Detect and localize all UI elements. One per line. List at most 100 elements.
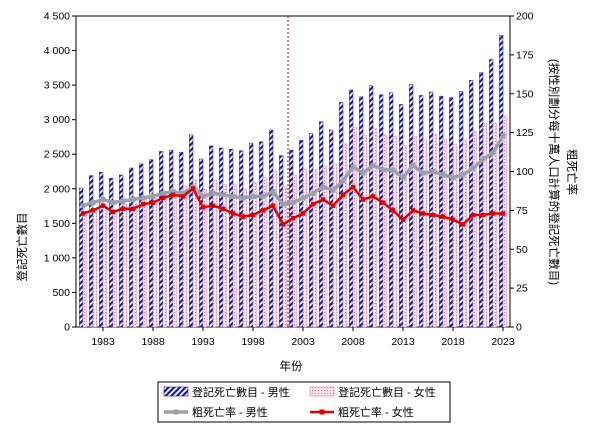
- right-tick-label: 125: [516, 127, 534, 139]
- point-rate-female-1999: [260, 208, 266, 213]
- point-rate-male-1986: [130, 196, 136, 202]
- point-rate-male-2008: [350, 164, 356, 170]
- point-rate-male-2007: [340, 178, 346, 184]
- bar-male-1985: [119, 174, 124, 328]
- point-rate-male-1985: [120, 198, 126, 204]
- point-rate-male-1991: [180, 190, 186, 196]
- point-rate-male-2018: [450, 175, 456, 181]
- point-rate-male-1996: [230, 193, 236, 199]
- point-rate-male-2014: [410, 162, 416, 168]
- point-rate-male-1988: [150, 193, 156, 199]
- bar-female-1993: [202, 189, 207, 328]
- bar-male-1988: [149, 159, 154, 328]
- point-rate-female-2013: [400, 217, 406, 222]
- point-rate-male-2000: [270, 189, 276, 195]
- point-rate-male-1993: [200, 193, 206, 199]
- point-rate-female-1996: [230, 211, 236, 216]
- bar-female-2004: [312, 169, 317, 328]
- bar-female-1982: [92, 209, 97, 328]
- bar-female-1992: [192, 178, 197, 328]
- bar-female-1994: [212, 180, 217, 328]
- point-rate-male-2021: [480, 156, 486, 162]
- bar-male-2018: [449, 97, 454, 328]
- bar-male-2016: [429, 91, 434, 328]
- point-rate-female-2007: [340, 192, 346, 198]
- y-axis-right-title: 粗死亡率 (按性別劃分每十萬人口計算的登記死亡數目): [547, 59, 579, 285]
- point-rate-male-2013: [400, 175, 406, 181]
- bar-male-1990: [169, 149, 174, 328]
- point-rate-male-2005: [320, 184, 326, 190]
- point-rate-female-1997: [240, 214, 246, 219]
- x-tick-label: 2023: [491, 336, 515, 348]
- point-rate-male-1994: [210, 190, 216, 196]
- legend-label-female-bar: 登記死亡數目 - 女性: [338, 385, 436, 399]
- bar-female-2012: [392, 136, 397, 328]
- point-rate-male-2010: [370, 162, 376, 168]
- right-tick-label: 200: [516, 11, 534, 23]
- point-rate-female-1988: [150, 200, 156, 205]
- left-tick-label: 3 000: [44, 114, 70, 126]
- bar-male-1987: [139, 163, 144, 328]
- point-rate-female-1985: [120, 206, 126, 212]
- bar-male-1981: [79, 187, 84, 328]
- point-rate-female-1983: [100, 203, 106, 208]
- x-axis: 1983 1988 1993 1998 2003 2008 2013 2018 2023: [91, 327, 515, 348]
- bar-female-1983: [102, 205, 107, 328]
- bar-female-1991: [182, 185, 187, 328]
- bar-male-2022: [489, 59, 494, 328]
- legend-label-male-bar: 登記死亡數目 - 男性: [192, 385, 290, 399]
- bar-female-2007: [342, 143, 347, 328]
- point-rate-female-1995: [220, 206, 226, 212]
- bar-male-1989: [159, 151, 164, 328]
- y-axis-right-title-line1: 粗死亡率: [565, 149, 579, 195]
- point-rate-female-2004: [310, 201, 316, 207]
- legend-label-male-line: 粗死亡率 - 男性: [192, 405, 268, 419]
- left-tick-label: 2 000: [44, 183, 70, 195]
- point-rate-female-1982: [90, 208, 96, 213]
- bar-female-2011: [382, 134, 387, 328]
- point-rate-male-2004: [310, 190, 316, 196]
- bar-male-2006: [329, 129, 334, 328]
- point-rate-female-2020: [470, 212, 476, 218]
- bar-female-2013: [402, 145, 407, 328]
- point-rate-male-2003: [300, 195, 306, 201]
- point-rate-male-2001: [280, 201, 286, 207]
- point-rate-female-1990: [170, 192, 176, 198]
- bar-male-2009: [359, 96, 364, 328]
- legend-label-female-line: 粗死亡率 - 女性: [338, 405, 414, 419]
- bar-male-2004: [309, 133, 314, 328]
- legend-item-male-deaths: 登記死亡數目 - 男性: [163, 385, 290, 399]
- bar-male-1982: [89, 175, 94, 328]
- bars-group: [79, 35, 507, 328]
- left-tick-label: 0: [64, 322, 70, 334]
- point-rate-female-1998: [250, 212, 256, 218]
- bar-male-1991: [179, 151, 184, 328]
- right-tick-label: 0: [516, 322, 522, 334]
- bar-male-2011: [379, 94, 384, 328]
- right-tick-label: 150: [516, 88, 534, 100]
- left-tick-label: 2 500: [44, 149, 70, 161]
- left-tick-label: 1 000: [44, 252, 70, 264]
- point-rate-male-1983: [100, 196, 106, 202]
- bar-male-1993: [199, 158, 204, 328]
- point-rate-female-2019: [460, 222, 466, 227]
- bar-female-2021: [482, 122, 487, 328]
- point-rate-male-1989: [160, 190, 166, 196]
- bar-male-2023: [499, 35, 504, 328]
- bar-female-1985: [122, 203, 127, 328]
- point-rate-male-1984: [110, 200, 116, 206]
- bar-female-1988: [152, 198, 157, 328]
- bar-female-1998: [252, 182, 257, 328]
- point-rate-male-1995: [220, 192, 226, 198]
- bar-female-1984: [112, 210, 117, 328]
- y-axis-left-title: 登記死亡數目: [15, 213, 29, 282]
- bar-female-2009: [362, 135, 367, 328]
- point-rate-female-1987: [140, 201, 146, 207]
- point-rate-male-1999: [260, 193, 266, 199]
- point-rate-male-1987: [140, 195, 146, 201]
- point-rate-male-2006: [330, 187, 336, 193]
- point-rate-female-1993: [200, 205, 206, 210]
- bar-male-1995: [219, 147, 224, 328]
- left-tick-label: 4 500: [44, 11, 70, 23]
- point-rate-male-2016: [430, 169, 436, 174]
